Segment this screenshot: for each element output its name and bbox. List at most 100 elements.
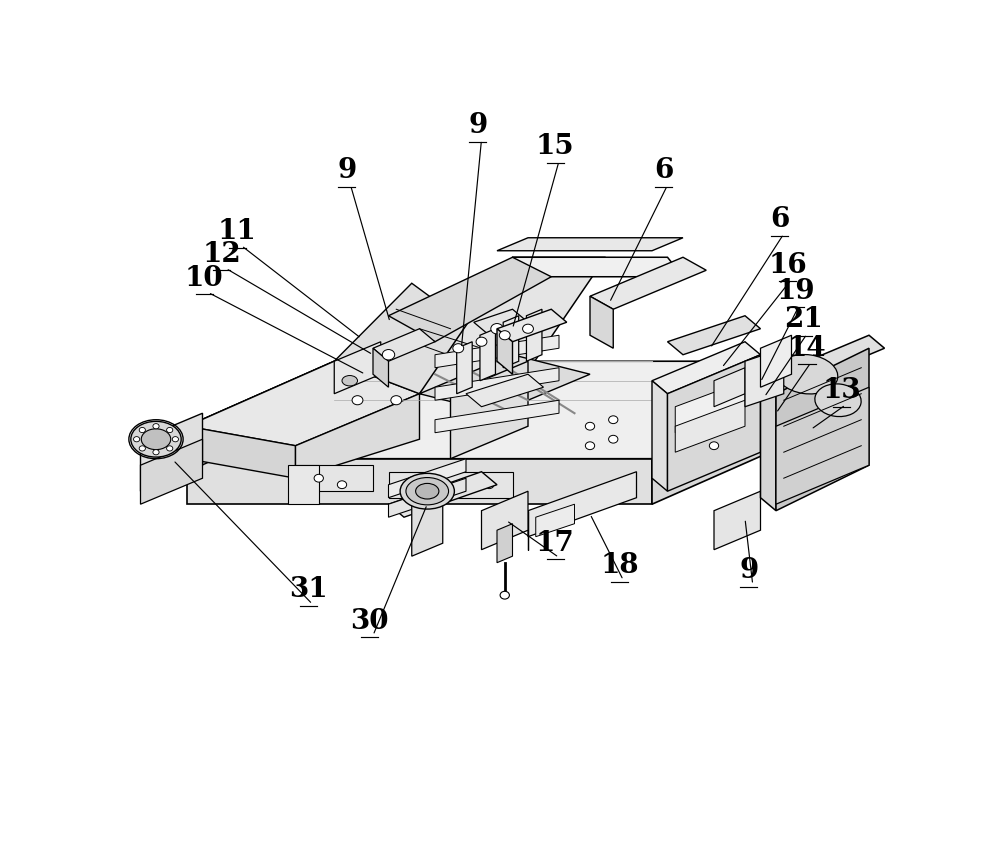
Circle shape (382, 349, 395, 360)
Text: 14: 14 (788, 335, 826, 362)
Circle shape (709, 441, 719, 450)
Circle shape (167, 427, 173, 433)
Circle shape (153, 450, 159, 455)
Circle shape (491, 323, 503, 334)
Polygon shape (497, 328, 512, 374)
Polygon shape (466, 374, 544, 407)
Polygon shape (373, 349, 388, 387)
Text: 9: 9 (739, 557, 759, 584)
Circle shape (686, 436, 695, 443)
Circle shape (139, 446, 145, 451)
Polygon shape (745, 349, 784, 407)
Circle shape (453, 344, 464, 353)
Text: 13: 13 (823, 377, 861, 404)
Polygon shape (497, 523, 512, 563)
Ellipse shape (416, 484, 439, 499)
Text: 16: 16 (768, 252, 807, 279)
Polygon shape (412, 491, 443, 556)
Circle shape (139, 427, 145, 433)
Circle shape (407, 481, 416, 489)
Circle shape (153, 424, 159, 429)
Polygon shape (334, 342, 381, 393)
Polygon shape (140, 414, 202, 491)
Polygon shape (714, 368, 745, 407)
Circle shape (476, 338, 487, 346)
Circle shape (314, 474, 323, 482)
Circle shape (134, 436, 140, 441)
Ellipse shape (131, 421, 181, 457)
Text: 30: 30 (350, 608, 388, 635)
Polygon shape (334, 284, 474, 393)
Polygon shape (296, 465, 373, 491)
Polygon shape (528, 472, 637, 537)
Ellipse shape (406, 478, 449, 505)
Polygon shape (474, 309, 528, 335)
Polygon shape (776, 387, 869, 504)
Polygon shape (675, 400, 745, 452)
Polygon shape (388, 459, 466, 498)
Text: 19: 19 (776, 278, 815, 305)
Circle shape (500, 592, 509, 599)
Polygon shape (482, 491, 528, 549)
Polygon shape (480, 328, 495, 381)
Circle shape (352, 396, 363, 405)
Text: 10: 10 (185, 264, 223, 291)
Ellipse shape (342, 376, 358, 386)
Circle shape (391, 396, 402, 405)
Circle shape (499, 331, 510, 340)
Polygon shape (668, 354, 761, 491)
Polygon shape (590, 257, 706, 309)
Polygon shape (652, 393, 799, 504)
Polygon shape (761, 335, 885, 393)
Polygon shape (776, 349, 869, 511)
Polygon shape (187, 361, 420, 446)
Circle shape (454, 481, 463, 489)
Text: 6: 6 (654, 157, 673, 184)
Circle shape (172, 436, 178, 441)
Polygon shape (497, 238, 683, 251)
Text: 11: 11 (218, 218, 257, 245)
Circle shape (585, 441, 595, 450)
Polygon shape (420, 354, 590, 414)
Circle shape (709, 416, 719, 424)
Circle shape (337, 481, 347, 489)
Polygon shape (512, 257, 683, 277)
Circle shape (686, 409, 695, 417)
Polygon shape (536, 504, 574, 537)
Text: 12: 12 (202, 241, 241, 268)
Polygon shape (388, 472, 512, 498)
Text: 21: 21 (784, 306, 822, 333)
Circle shape (485, 481, 494, 489)
Polygon shape (420, 257, 606, 393)
Text: 17: 17 (536, 530, 574, 557)
Polygon shape (497, 309, 567, 342)
Polygon shape (450, 361, 528, 459)
Polygon shape (296, 393, 420, 479)
Polygon shape (714, 491, 761, 549)
Polygon shape (652, 381, 668, 491)
Circle shape (430, 382, 440, 392)
Polygon shape (187, 361, 799, 459)
Ellipse shape (776, 354, 838, 394)
Polygon shape (388, 257, 551, 342)
Polygon shape (435, 368, 559, 400)
Circle shape (468, 370, 479, 379)
Circle shape (523, 324, 533, 333)
Polygon shape (675, 381, 745, 433)
Polygon shape (761, 381, 776, 511)
Polygon shape (435, 400, 559, 433)
Circle shape (585, 422, 595, 430)
Polygon shape (435, 335, 559, 368)
Polygon shape (373, 328, 435, 361)
Polygon shape (457, 342, 472, 393)
Polygon shape (652, 342, 761, 393)
Circle shape (609, 436, 618, 443)
Polygon shape (140, 439, 202, 504)
Ellipse shape (400, 473, 454, 509)
Ellipse shape (141, 429, 171, 450)
Polygon shape (187, 426, 296, 479)
Polygon shape (187, 361, 334, 472)
Text: 9: 9 (337, 157, 356, 184)
Polygon shape (503, 316, 519, 368)
Circle shape (167, 446, 173, 451)
